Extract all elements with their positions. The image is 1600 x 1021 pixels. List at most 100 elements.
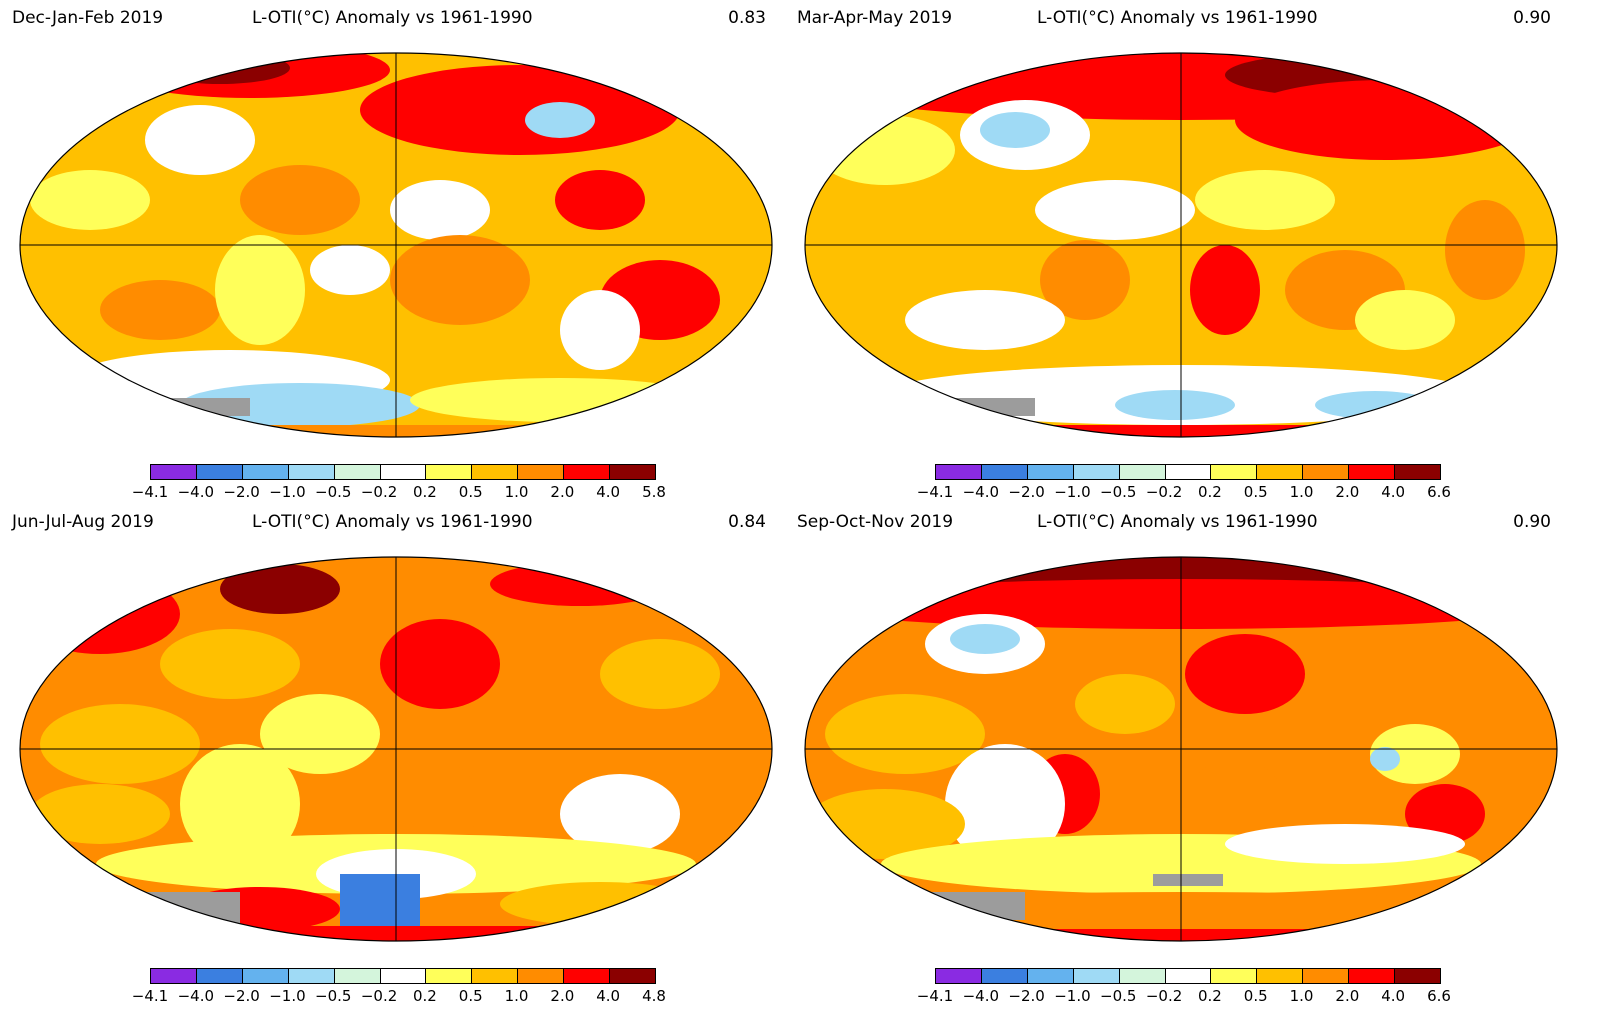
colorbar-swatch (610, 465, 655, 479)
colorbar-swatch (981, 465, 1028, 479)
colorbar-swatch (564, 465, 611, 479)
colorbar-tick-label: 2.0 (1335, 987, 1360, 1005)
colorbar-tick-label: 0.2 (412, 483, 437, 501)
colorbar-ticks: −4.1 −4.0 −2.0 −1.0 −0.5 −0.2 0.2 0.5 1.0 2.0 4.0 4… (132, 987, 666, 1009)
colorbar-tick-label: 0.2 (1197, 483, 1222, 501)
colorbar-swatch (1211, 969, 1258, 983)
colorbar: −4.1 −4.0 −2.0 −1.0 −0.5 −0.2 0.2 0.5 1.0 2.0 4.0 6… (917, 464, 1451, 505)
colorbar-swatch (426, 969, 473, 983)
colorbar-tick-label: −4.1 (131, 987, 169, 1005)
colorbar-swatch (610, 969, 655, 983)
colorbar-swatch (936, 969, 982, 983)
colorbar-tick-label: −0.5 (315, 987, 352, 1005)
colorbar-ticks: −4.1 −4.0 −2.0 −1.0 −0.5 −0.2 0.2 0.5 1.0 2.0 4.0 6… (917, 483, 1451, 505)
global-mean-value: 0.83 (728, 8, 766, 28)
map-title: L-OTI(°C) Anomaly vs 1961-1990 (252, 8, 533, 28)
colorbar-tick-label: −0.2 (360, 483, 398, 501)
colorbar-ticks: −4.1 −4.0 −2.0 −1.0 −0.5 −0.2 0.2 0.5 1.0 2.0 4.0 5… (132, 483, 666, 505)
colorbar-swatches (935, 464, 1441, 480)
panel-mam: Mar-Apr-May 2019 L-OTI(°C) Anomaly vs 19… (785, 0, 1575, 505)
colorbar: −4.1 −4.0 −2.0 −1.0 −0.5 −0.2 0.2 0.5 1.0 2.0 4.0 5… (132, 464, 666, 505)
colorbar-tick-label: −4.1 (131, 483, 169, 501)
colorbar-tick-label: 6.6 (1427, 483, 1451, 501)
colorbar-tick-label: −0.2 (1145, 987, 1183, 1005)
colorbar-tick-label: 2.0 (1335, 483, 1360, 501)
colorbar-tick-label: −1.0 (269, 483, 306, 501)
colorbar-swatch (472, 465, 519, 479)
anomaly-map (19, 556, 773, 942)
colorbar-tick-label: −2.0 (1008, 987, 1045, 1005)
colorbar-swatch (1211, 465, 1258, 479)
colorbar-swatch (1027, 969, 1074, 983)
colorbar-swatch (936, 465, 982, 479)
anomaly-map (804, 52, 1558, 438)
anomaly-map (19, 52, 773, 438)
colorbar-swatch (1119, 969, 1166, 983)
season-label: Mar-Apr-May 2019 (797, 8, 953, 28)
season-label: Dec-Jan-Feb 2019 (12, 8, 164, 28)
colorbar-swatch (380, 465, 427, 479)
panel-son: Sep-Oct-Nov 2019 L-OTI(°C) Anomaly vs 19… (785, 504, 1575, 1009)
colorbar-swatch (1257, 465, 1304, 479)
global-mean-value: 0.84 (728, 512, 766, 532)
colorbar-swatch (1395, 969, 1440, 983)
colorbar-tick-label: 4.8 (642, 987, 666, 1005)
colorbar-swatch (380, 969, 427, 983)
global-mean-value: 0.90 (1513, 8, 1551, 28)
colorbar-swatch (1303, 465, 1350, 479)
colorbar-tick-label: 1.0 (1289, 987, 1314, 1005)
colorbar-swatch (518, 969, 565, 983)
colorbar-swatch (1349, 465, 1396, 479)
colorbar-tick-label: 4.0 (596, 987, 621, 1005)
colorbar-tick-label: 0.5 (1243, 483, 1268, 501)
colorbar-tick-label: 4.0 (596, 483, 621, 501)
colorbar-swatch (472, 969, 519, 983)
panel-jja: Jun-Jul-Aug 2019 L-OTI(°C) Anomaly vs 19… (0, 504, 790, 1009)
colorbar-swatch (1027, 465, 1074, 479)
colorbar-tick-label: −4.0 (962, 483, 1000, 501)
global-mean-value: 0.90 (1513, 512, 1551, 532)
colorbar-tick-label: 6.6 (1427, 987, 1451, 1005)
colorbar-swatch (334, 969, 381, 983)
colorbar-tick-label: −4.0 (177, 483, 215, 501)
colorbar-swatches (150, 464, 656, 480)
colorbar-swatches (150, 968, 656, 984)
colorbar-tick-label: 0.5 (458, 987, 483, 1005)
colorbar-swatch (1165, 969, 1212, 983)
colorbar-swatch (151, 465, 197, 479)
colorbar-swatch (288, 969, 335, 983)
colorbar-tick-label: 0.2 (412, 987, 437, 1005)
colorbar: −4.1 −4.0 −2.0 −1.0 −0.5 −0.2 0.2 0.5 1.0 2.0 4.0 4… (132, 968, 666, 1009)
anomaly-map (804, 556, 1558, 942)
panel-djf: Dec-Jan-Feb 2019 L-OTI(°C) Anomaly vs 19… (0, 0, 790, 505)
colorbar-swatches (935, 968, 1441, 984)
colorbar-swatch (196, 969, 243, 983)
colorbar-swatch (288, 465, 335, 479)
season-label: Jun-Jul-Aug 2019 (12, 512, 154, 532)
colorbar-swatch (242, 465, 289, 479)
colorbar-tick-label: 1.0 (504, 483, 529, 501)
colorbar-tick-label: 1.0 (504, 987, 529, 1005)
colorbar-tick-label: 4.0 (1381, 483, 1406, 501)
colorbar-swatch (1119, 465, 1166, 479)
colorbar-tick-label: −0.5 (315, 483, 352, 501)
colorbar-swatch (1395, 465, 1440, 479)
colorbar-swatch (1165, 465, 1212, 479)
colorbar-swatch (1073, 969, 1120, 983)
colorbar-tick-label: −0.5 (1100, 483, 1137, 501)
colorbar-tick-label: −2.0 (1008, 483, 1045, 501)
colorbar-ticks: −4.1 −4.0 −2.0 −1.0 −0.5 −0.2 0.2 0.5 1.0 2.0 4.0 6… (917, 987, 1451, 1009)
season-label: Sep-Oct-Nov 2019 (797, 512, 954, 532)
colorbar-swatch (151, 969, 197, 983)
colorbar-tick-label: 0.5 (1243, 987, 1268, 1005)
colorbar-tick-label: −2.0 (223, 483, 260, 501)
colorbar-tick-label: 1.0 (1289, 483, 1314, 501)
map-title: L-OTI(°C) Anomaly vs 1961-1990 (1037, 8, 1318, 28)
colorbar-swatch (242, 969, 289, 983)
colorbar-tick-label: 0.2 (1197, 987, 1222, 1005)
map-title: L-OTI(°C) Anomaly vs 1961-1990 (252, 512, 533, 532)
colorbar-tick-label: −1.0 (1054, 987, 1091, 1005)
map-title: L-OTI(°C) Anomaly vs 1961-1990 (1037, 512, 1318, 532)
colorbar-swatch (1349, 969, 1396, 983)
colorbar-tick-label: −4.0 (962, 987, 1000, 1005)
